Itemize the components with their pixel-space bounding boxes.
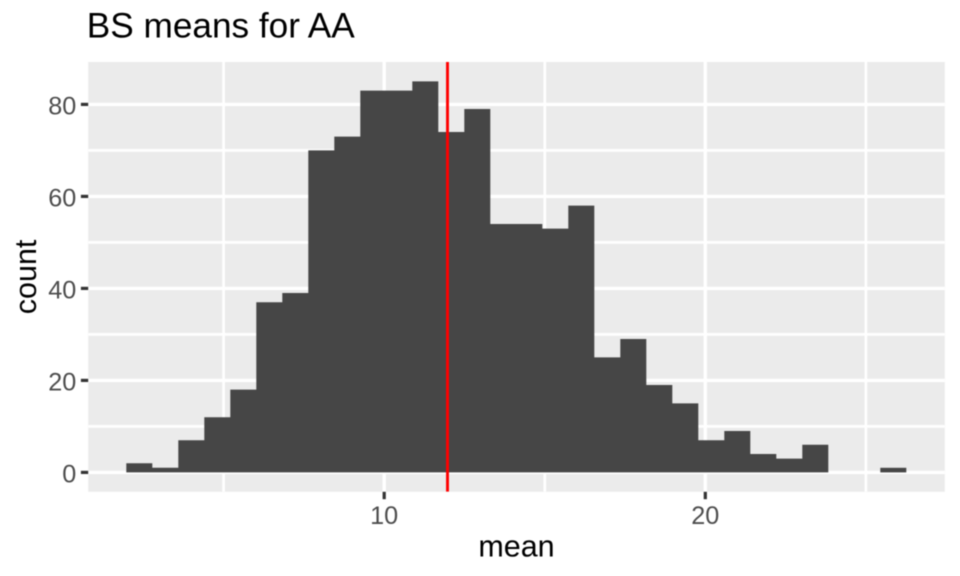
svg-text:0: 0 bbox=[62, 461, 76, 489]
svg-text:80: 80 bbox=[48, 93, 76, 121]
svg-text:20: 20 bbox=[691, 502, 719, 530]
svg-text:20: 20 bbox=[48, 369, 76, 397]
svg-text:count: count bbox=[9, 239, 43, 314]
svg-text:10: 10 bbox=[370, 502, 398, 530]
svg-text:40: 40 bbox=[48, 277, 76, 305]
svg-text:BS means for AA: BS means for AA bbox=[87, 7, 355, 46]
svg-text:mean: mean bbox=[478, 529, 554, 563]
svg-text:60: 60 bbox=[48, 185, 76, 213]
